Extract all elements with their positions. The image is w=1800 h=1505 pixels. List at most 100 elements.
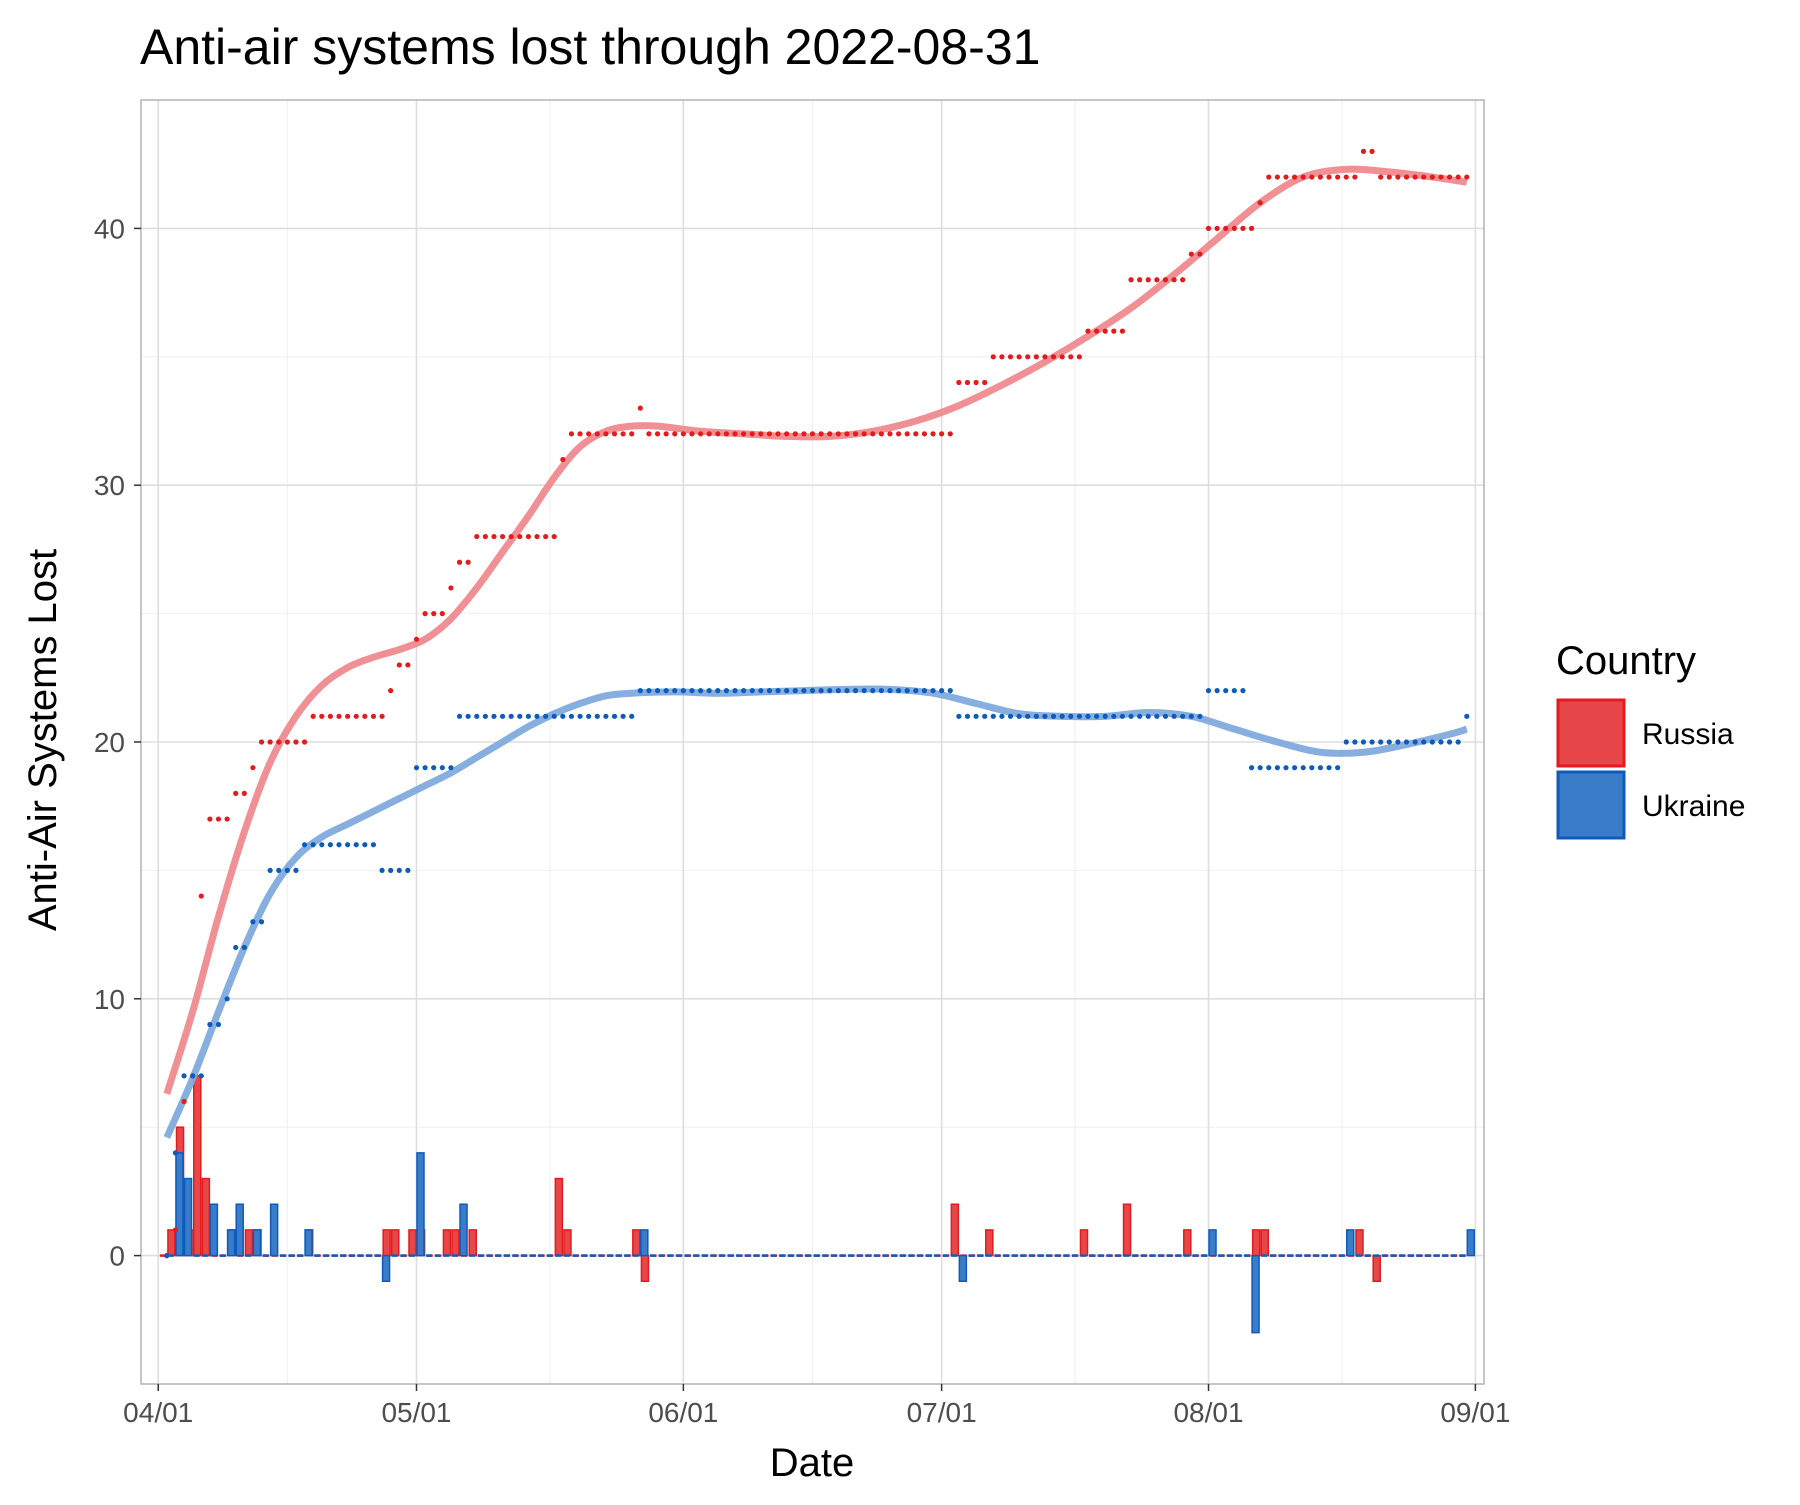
russia-cumulative-point [586, 431, 592, 437]
ukraine-cumulative-point [439, 765, 445, 771]
russia-cumulative-point [930, 431, 936, 437]
russia-cumulative-point [654, 431, 661, 437]
ukraine-cumulative-point [327, 842, 333, 848]
legend-key-russia [1556, 698, 1626, 768]
ukraine-cumulative-point [164, 1253, 170, 1259]
russia-daily-change-bar [1122, 1203, 1132, 1257]
ukraine-daily-change-bar [958, 1254, 968, 1283]
russia-cumulative-point [465, 559, 471, 565]
ukraine-cumulative-point [172, 1150, 179, 1156]
x-axis-ticks: 04/01 05/01 06/01 07/01 08/01 09/01 [123, 1384, 1510, 1428]
russia-cumulative-point [1395, 174, 1401, 180]
russia-cumulative-point [921, 431, 928, 437]
ukraine-cumulative-point [319, 842, 325, 848]
ukraine-cumulative-point [1093, 713, 1100, 719]
russia-cumulative-point [362, 713, 368, 719]
russia-daily-change-bar [468, 1229, 477, 1257]
russia-cumulative-point [1421, 174, 1427, 180]
russia-cumulative-point [456, 559, 463, 565]
legend-key-ukraine [1556, 770, 1626, 840]
ukraine-cumulative-point [1455, 739, 1461, 745]
russia-cumulative-point [474, 533, 480, 540]
russia-cumulative-point [1171, 277, 1177, 283]
russia-cumulative-point [310, 713, 316, 719]
ukraine-cumulative-point [741, 688, 747, 694]
ukraine-cumulative-point [448, 765, 454, 771]
russia-cumulative-point [1042, 354, 1048, 360]
russia-cumulative-point [1283, 174, 1289, 180]
ukraine-cumulative-point [1240, 688, 1246, 694]
ukraine-cumulative-point [749, 688, 755, 694]
russia-cumulative-point [878, 431, 884, 437]
russia-cumulative-point [1231, 225, 1237, 231]
russia-daily-change-bar [442, 1229, 452, 1257]
russia-cumulative-point [1429, 174, 1435, 180]
russia-cumulative-point [379, 713, 385, 719]
russia-cumulative-point [1326, 174, 1332, 180]
russia-cumulative-point [1180, 277, 1186, 283]
russia-cumulative-point [964, 379, 971, 386]
ukraine-cumulative-point [1335, 765, 1341, 771]
russia-cumulative-point [568, 431, 575, 437]
russia-cumulative-point [637, 405, 643, 411]
russia-cumulative-point [1205, 225, 1212, 231]
ukraine-cumulative-point [999, 713, 1005, 719]
russia-cumulative-point [1352, 174, 1358, 180]
ukraine-cumulative-point [1162, 713, 1169, 719]
ukraine-daily-change-bar [381, 1254, 391, 1283]
ukraine-cumulative-point [1438, 739, 1444, 745]
ukraine-cumulative-point [1352, 739, 1358, 745]
russia-daily-change-bar [391, 1229, 400, 1257]
russia-cumulative-point [715, 431, 721, 437]
russia-cumulative-point [336, 713, 342, 719]
russia-cumulative-point [560, 456, 566, 463]
russia-cumulative-point [775, 431, 781, 437]
russia-cumulative-point [250, 765, 256, 771]
ukraine-cumulative-point [663, 688, 669, 694]
ukraine-cumulative-point [396, 867, 402, 874]
ukraine-cumulative-point [1386, 739, 1392, 745]
russia-cumulative-point [801, 431, 807, 437]
russia-cumulative-point [1007, 354, 1014, 360]
russia-daily-change-bar [1251, 1229, 1261, 1257]
russia-cumulative-point [319, 713, 325, 719]
russia-cumulative-point [1343, 174, 1349, 180]
russia-cumulative-point [629, 431, 635, 437]
russia-cumulative-point [809, 431, 816, 437]
ukraine-cumulative-point [431, 765, 437, 771]
ukraine-daily-change-bar [304, 1229, 313, 1257]
ukraine-cumulative-point [680, 688, 686, 694]
ukraine-cumulative-point [878, 688, 884, 694]
russia-cumulative-point [1369, 148, 1375, 154]
ukraine-cumulative-point [491, 713, 497, 719]
ukraine-cumulative-point [1421, 739, 1427, 745]
x-tick-label: 04/01 [123, 1397, 193, 1428]
russia-cumulative-point [1240, 225, 1246, 231]
russia-daily-change-bar [563, 1229, 572, 1257]
russia-cumulative-point [939, 431, 945, 437]
x-tick-label: 05/01 [381, 1397, 451, 1428]
ukraine-cumulative-point [1317, 765, 1324, 771]
ukraine-cumulative-point [1128, 713, 1134, 719]
russia-cumulative-point [1386, 174, 1392, 180]
ukraine-cumulative-point [267, 867, 273, 874]
russia-cumulative-point [1292, 174, 1298, 180]
russia-cumulative-point [1188, 251, 1194, 257]
ukraine-cumulative-point [904, 688, 910, 694]
ukraine-daily-change-bar [416, 1152, 425, 1257]
ukraine-cumulative-point [577, 713, 583, 719]
y-tick-label: 10 [94, 984, 125, 1015]
russia-cumulative-point [603, 431, 609, 437]
ukraine-daily-change-bar [175, 1152, 184, 1257]
ukraine-cumulative-point [1059, 713, 1065, 719]
ukraine-cumulative-point [706, 688, 712, 694]
ukraine-cumulative-point [1464, 713, 1470, 719]
russia-cumulative-point [388, 688, 394, 694]
ukraine-cumulative-point [844, 688, 850, 694]
ukraine-cumulative-point [1007, 713, 1014, 719]
russia-cumulative-point [990, 354, 996, 360]
ukraine-cumulative-point [766, 688, 773, 694]
ukraine-cumulative-point [620, 713, 626, 719]
x-tick-label: 08/01 [1173, 1397, 1243, 1428]
russia-cumulative-point [577, 431, 583, 437]
